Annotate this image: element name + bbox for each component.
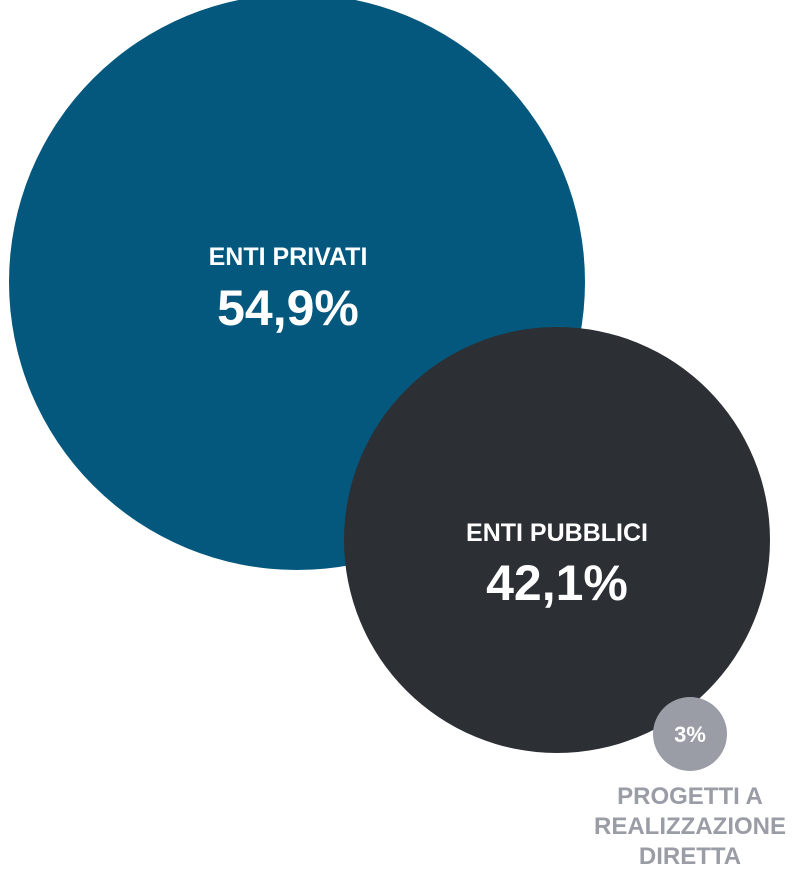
- bubble-enti-pubblici-label: ENTI PUBBLICI: [466, 519, 648, 547]
- bubble-progetti-label-line-1: PROGETTI A: [617, 783, 763, 810]
- bubble-progetti-circle: [653, 697, 727, 771]
- bubble-progetti-realizzazione-diretta: 3% PROGETTI A REALIZZAZIONE DIRETTA: [594, 697, 786, 870]
- bubble-enti-pubblici-value: 42,1%: [486, 555, 628, 611]
- bubble-progetti-label-line-2: REALIZZAZIONE: [594, 813, 786, 840]
- bubble-enti-privati-label: ENTI PRIVATI: [209, 243, 368, 271]
- bubble-enti-privati-value: 54,9%: [217, 280, 359, 336]
- bubble-enti-pubblici-circle: [344, 327, 770, 753]
- bubble-enti-pubblici: ENTI PUBBLICI 42,1%: [344, 327, 770, 753]
- bubble-progetti-value: 3%: [674, 722, 706, 747]
- bubble-progetti-label-line-3: DIRETTA: [639, 843, 741, 870]
